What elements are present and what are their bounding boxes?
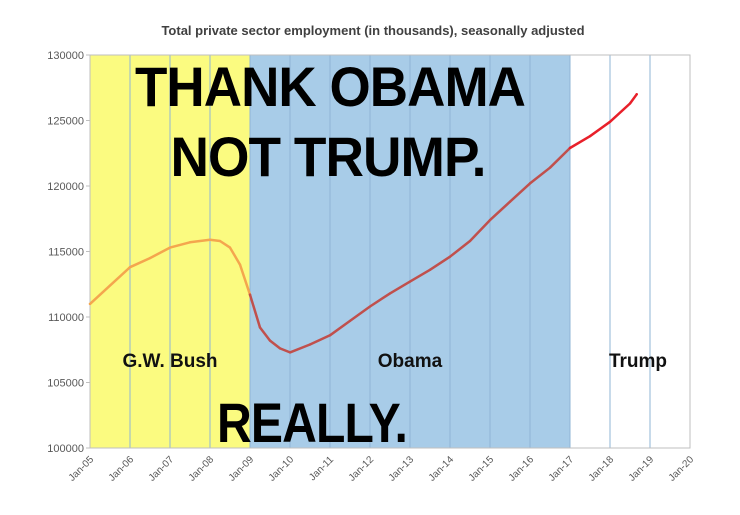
footer-text: REALLY. (217, 391, 407, 454)
era-region-trump (570, 55, 690, 448)
era-label-g-w-bush: G.W. Bush (123, 351, 218, 372)
data-point (238, 263, 242, 266)
headline-line-2: NOT TRUMP. (171, 125, 486, 188)
era-label-trump: Trump (609, 351, 667, 372)
data-point (588, 135, 592, 138)
data-point (488, 218, 492, 222)
data-point (258, 326, 262, 329)
data-point (608, 120, 612, 124)
data-point (88, 302, 92, 306)
chart-title: Total private sector employment (in thou… (161, 23, 584, 38)
data-point (288, 351, 292, 354)
data-point (108, 284, 112, 287)
data-point (228, 246, 232, 249)
data-point (408, 280, 412, 283)
data-point (188, 241, 192, 244)
data-point (468, 239, 472, 243)
y-tick-label: 125000 (47, 116, 84, 128)
data-point (128, 266, 132, 269)
y-tick-label: 115000 (48, 247, 84, 259)
y-tick-label: 105000 (47, 378, 84, 390)
series-layer (88, 93, 638, 354)
y-tick-label: 120000 (47, 181, 84, 193)
data-point (635, 93, 638, 96)
data-point (568, 146, 572, 150)
data-point (168, 246, 172, 249)
data-point (428, 268, 432, 272)
headline-line-1: THANK OBAMA (135, 55, 525, 118)
data-point (328, 334, 332, 337)
data-point (308, 343, 312, 346)
data-point (388, 292, 392, 295)
era-label-obama: Obama (378, 351, 443, 372)
y-tick-label: 100000 (47, 443, 84, 455)
data-point (268, 339, 272, 342)
data-point (628, 102, 632, 105)
data-point (248, 293, 252, 296)
data-point (508, 200, 512, 203)
y-tick-label: 110000 (48, 312, 84, 324)
y-axis-ticks: 100000 105000 110000 115000 120000 125000 1300… (47, 50, 90, 455)
data-point (278, 347, 282, 350)
data-point (218, 239, 222, 243)
data-point (528, 182, 532, 185)
data-point (148, 256, 152, 260)
data-point (348, 319, 352, 323)
data-point (368, 305, 372, 308)
era-labels: G.W. Bush Obama Trump (123, 351, 668, 372)
data-point (208, 238, 212, 241)
y-tick-label: 130000 (47, 50, 84, 62)
data-point (448, 255, 452, 258)
data-point (548, 166, 552, 169)
